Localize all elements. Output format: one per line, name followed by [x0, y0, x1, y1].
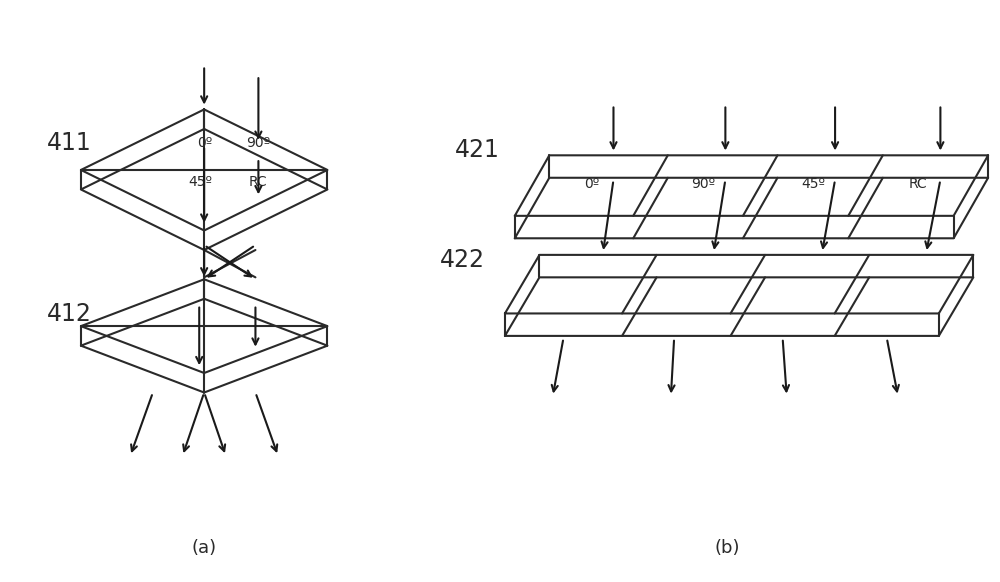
Text: (b): (b) [714, 539, 740, 557]
Text: 412: 412 [46, 303, 91, 327]
Text: 90º: 90º [691, 176, 715, 191]
Text: 0º: 0º [584, 176, 599, 191]
Text: 90º: 90º [246, 136, 270, 150]
Text: RC: RC [249, 175, 268, 189]
Text: (a): (a) [192, 539, 217, 557]
Text: 45º: 45º [188, 175, 212, 189]
Text: 411: 411 [46, 130, 91, 155]
Text: RC: RC [909, 176, 928, 191]
Text: 421: 421 [455, 139, 500, 162]
Text: 0º: 0º [197, 136, 212, 150]
Text: 45º: 45º [801, 176, 825, 191]
Text: 422: 422 [440, 248, 485, 272]
